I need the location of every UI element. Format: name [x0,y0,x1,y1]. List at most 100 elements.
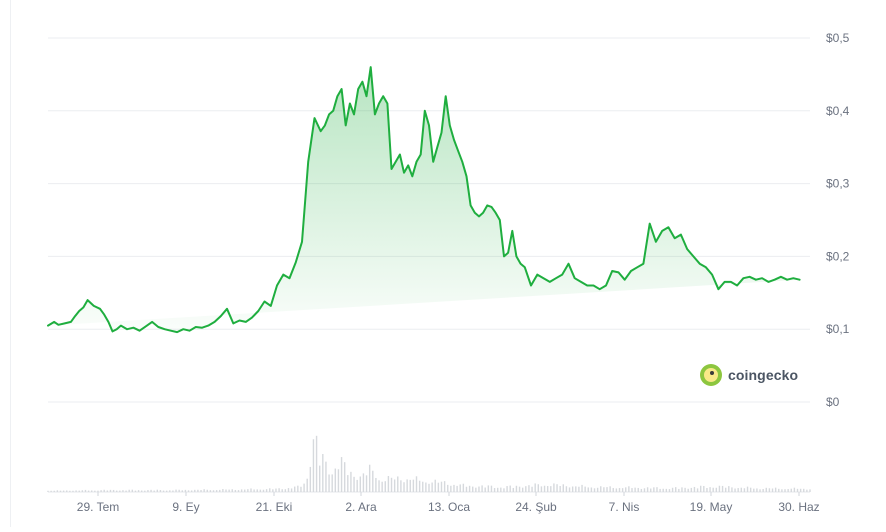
volume-bar [512,487,515,492]
volume-bar [787,489,789,492]
volume-bar [87,490,90,492]
volume-bar [774,487,777,492]
volume-bar [418,480,421,492]
price-point [490,206,492,208]
volume-bar [737,488,739,492]
price-point [711,273,713,275]
volume-bar [746,486,749,492]
volume-bar [353,476,355,492]
volume-bar [590,487,593,492]
volume-bar [122,490,124,492]
price-point [567,263,569,265]
volume-bar [575,486,577,492]
price-point [449,124,451,126]
volume-bar [409,479,411,492]
price-point [767,281,769,283]
price-point [748,276,750,278]
x-tick-label: 21. Eki [256,500,293,514]
price-point [336,95,338,97]
volume-bar [281,489,283,492]
volume-bar [290,488,293,492]
volume-bar [606,487,608,492]
price-point [63,322,65,324]
volume-bar [484,487,486,492]
price-point [680,233,682,235]
volume-bar [450,485,452,492]
price-point [370,66,372,68]
volume-bar [150,489,152,492]
price-point [428,124,430,126]
price-point [138,330,140,332]
price-point [132,327,134,329]
price-point [599,288,601,290]
volume-bar [756,488,758,492]
volume-bar [406,479,408,492]
volume-bar [384,481,386,492]
price-point [674,237,676,239]
price-point [611,270,613,272]
volume-bar [78,490,80,492]
volume-bar [587,487,589,492]
price-point [457,150,459,152]
volume-bar [119,490,121,492]
volume-bar [415,476,418,492]
volume-bar [187,490,190,492]
price-point [667,226,669,228]
price-point [86,299,88,301]
price-point [163,328,165,330]
volume-bar [550,486,552,492]
volume-bar [490,485,493,492]
volume-bar [112,489,115,492]
volume-bar [799,488,802,492]
volume-bar [640,488,643,492]
volume-bar [659,488,661,492]
volume-bar [328,474,330,492]
volume-bar [628,486,630,492]
volume-bar [703,485,705,492]
volume-bar [131,489,134,492]
volume-bar [765,487,767,492]
price-point [378,102,380,104]
volume-bar [128,489,130,492]
price-point [78,310,80,312]
volume-bar [325,461,327,492]
price-point [288,277,290,279]
volume-bar [468,485,471,492]
volume-bar [715,487,718,492]
price-point [624,279,626,281]
volume-bar [706,487,708,492]
volume-bar [294,486,296,492]
price-point [111,330,113,332]
volume-bar [793,487,796,492]
volume-bar [428,483,430,492]
x-tick-label: 29. Tem [77,500,119,514]
price-point [313,117,315,119]
volume-bar [162,490,165,492]
price-point [307,161,309,163]
price-line-series [47,66,801,334]
y-tick-label: $0 [826,395,840,409]
price-point [805,0,807,1]
volume-bar [690,487,693,492]
price-point [511,230,513,232]
price-point [499,219,501,221]
price-point [382,95,384,97]
price-point [411,175,413,177]
volume-bar [497,487,499,492]
volume-bar [749,487,752,492]
price-point [220,315,222,317]
volume-bar [447,484,449,492]
volume-bar [393,479,396,492]
volume-bar [134,490,137,492]
volume-bar [228,489,230,492]
volume-bar [372,470,374,492]
x-tick-label: 2. Ara [345,500,377,514]
price-point [324,124,326,126]
price-point [99,308,101,310]
price-point [661,230,663,232]
volume-bar [781,489,783,492]
volume-bar [462,483,465,492]
price-point [755,279,757,281]
volume-bar [303,483,305,492]
volume-bar [356,479,358,492]
